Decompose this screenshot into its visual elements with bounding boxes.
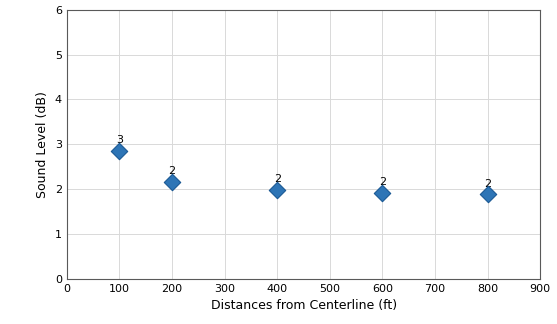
X-axis label: Distances from Centerline (ft): Distances from Centerline (ft) — [211, 299, 397, 312]
Text: 2: 2 — [273, 174, 281, 184]
Point — [483, 192, 492, 197]
Point — [168, 180, 177, 185]
Point — [115, 148, 124, 154]
Text: 2: 2 — [168, 167, 175, 177]
Text: 2: 2 — [484, 179, 491, 189]
Text: 2: 2 — [379, 177, 386, 187]
Y-axis label: Sound Level (dB): Sound Level (dB) — [36, 91, 50, 198]
Point — [273, 187, 282, 192]
Point — [378, 190, 387, 195]
Text: 3: 3 — [116, 135, 123, 145]
